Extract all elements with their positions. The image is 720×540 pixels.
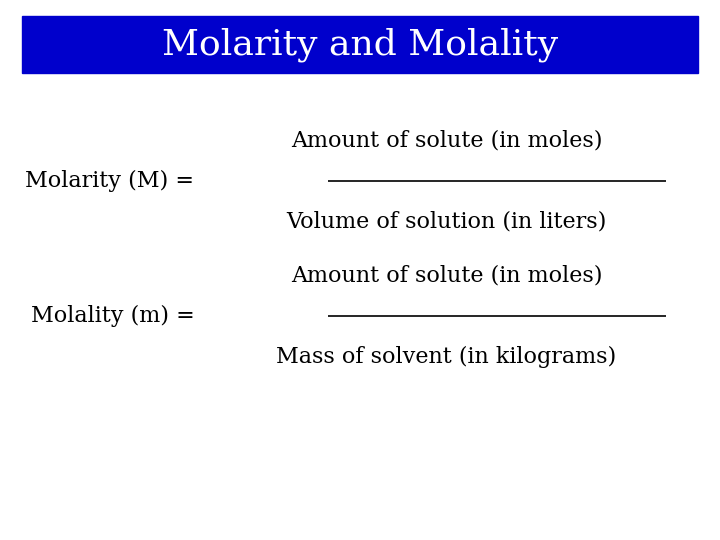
Text: Molality (m) =: Molality (m) = (31, 305, 194, 327)
Text: Volume of solution (in liters): Volume of solution (in liters) (287, 211, 606, 233)
Text: Molarity and Molality: Molarity and Molality (162, 28, 558, 62)
Bar (22, 16, 698, 73)
Text: Amount of solute (in moles): Amount of solute (in moles) (291, 264, 602, 286)
Text: Mass of solvent (in kilograms): Mass of solvent (in kilograms) (276, 346, 616, 368)
Text: Amount of solute (in moles): Amount of solute (in moles) (291, 129, 602, 151)
Text: Molarity (M) =: Molarity (M) = (25, 170, 194, 192)
